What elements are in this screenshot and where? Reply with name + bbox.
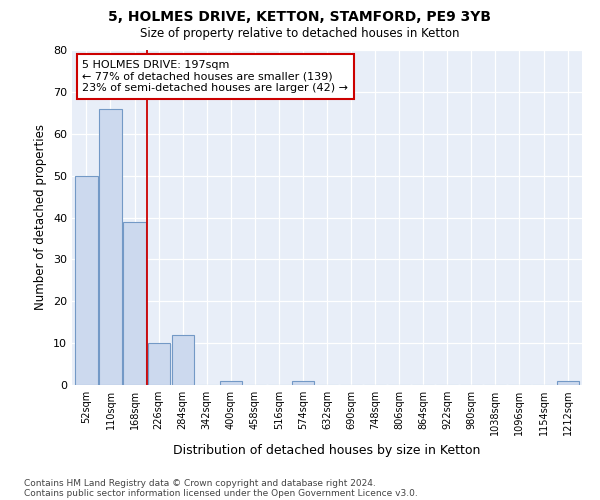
Bar — [172, 335, 194, 385]
Bar — [76, 176, 98, 385]
Bar — [124, 222, 146, 385]
Bar — [557, 381, 578, 385]
Bar — [220, 381, 242, 385]
Text: 5, HOLMES DRIVE, KETTON, STAMFORD, PE9 3YB: 5, HOLMES DRIVE, KETTON, STAMFORD, PE9 3… — [109, 10, 491, 24]
Bar — [292, 381, 314, 385]
Y-axis label: Number of detached properties: Number of detached properties — [34, 124, 47, 310]
Text: Contains public sector information licensed under the Open Government Licence v3: Contains public sector information licen… — [24, 488, 418, 498]
Text: 5 HOLMES DRIVE: 197sqm
← 77% of detached houses are smaller (139)
23% of semi-de: 5 HOLMES DRIVE: 197sqm ← 77% of detached… — [82, 60, 348, 93]
Text: Size of property relative to detached houses in Ketton: Size of property relative to detached ho… — [140, 28, 460, 40]
X-axis label: Distribution of detached houses by size in Ketton: Distribution of detached houses by size … — [173, 444, 481, 456]
Text: Contains HM Land Registry data © Crown copyright and database right 2024.: Contains HM Land Registry data © Crown c… — [24, 478, 376, 488]
Bar — [148, 343, 170, 385]
Bar — [100, 108, 122, 385]
